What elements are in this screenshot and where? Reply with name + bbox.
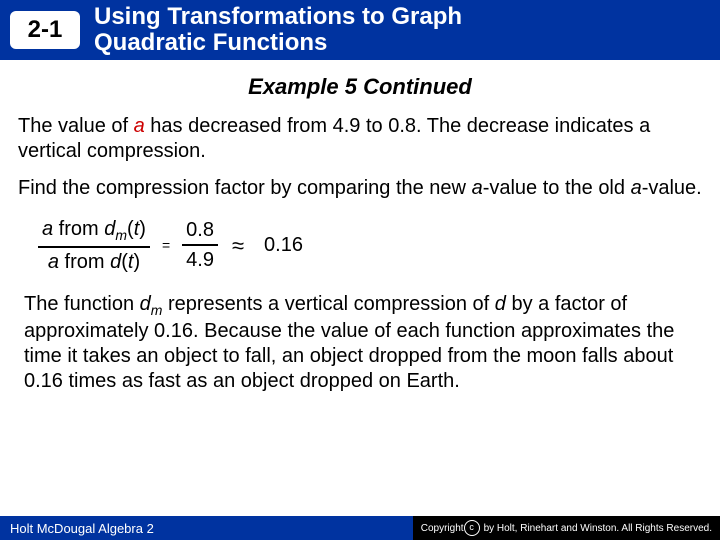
p2-mid: -value to the old	[483, 177, 631, 199]
rb-a: a	[48, 251, 59, 273]
copyright-icon: c	[464, 520, 480, 536]
p3-d: d	[140, 293, 151, 315]
copyright-text: by Holt, Rinehart and Winston. All Right…	[484, 523, 712, 534]
chapter-title-line2: Quadratic Functions	[94, 29, 327, 56]
p2-suffix: -value.	[642, 177, 702, 199]
ratio-numeric-fraction: 0.8 4.9	[182, 218, 218, 272]
slide: 2-1 Using Transformations to Graph Quadr…	[0, 0, 720, 540]
rt-d: d	[104, 218, 115, 240]
body-content: The value of a has decreased from 4.9 to…	[0, 114, 720, 394]
rt-mid: from	[53, 218, 104, 240]
rb-mid: from	[59, 251, 110, 273]
rt-po: (	[127, 218, 134, 240]
rb-pc: )	[133, 251, 140, 273]
ratio-expression: a from dm(t) a from d(t) = 0.8 4.9 ≈ 0.1…	[38, 217, 702, 274]
p3-d2: d	[495, 293, 506, 315]
example-title: Example 5 Continued	[0, 74, 720, 100]
rt-pc: )	[139, 218, 146, 240]
p1-a-variable: a	[134, 115, 145, 137]
ratio-numerator: 0.8	[182, 218, 218, 242]
rt-a: a	[42, 218, 53, 240]
p2-a2-variable: a	[631, 177, 642, 199]
footer-bar: Holt McDougal Algebra 2 Copyright c by Ho…	[0, 516, 720, 540]
equals-sign: =	[162, 237, 170, 255]
section-number: 2-1	[28, 16, 63, 44]
p1-prefix: The value of	[18, 115, 134, 137]
approx-sign: ≈	[232, 232, 244, 260]
copyright-box: Copyright c by Holt, Rinehart and Winston…	[413, 516, 720, 540]
section-number-box: 2-1	[10, 11, 80, 49]
ratio-numeric-bar	[182, 244, 218, 246]
paragraph-1: The value of a has decreased from 4.9 to…	[18, 114, 702, 164]
paragraph-2: Find the compression factor by comparing…	[18, 176, 702, 201]
p3-sub: m	[151, 302, 163, 318]
rt-sub: m	[115, 227, 127, 243]
rb-d: d	[110, 251, 121, 273]
p3-p1: The function	[24, 293, 140, 315]
chapter-title: Using Transformations to Graph Quadratic…	[94, 4, 462, 57]
chapter-title-line1: Using Transformations to Graph	[94, 3, 462, 30]
chapter-header: 2-1 Using Transformations to Graph Quadr…	[0, 0, 720, 60]
ratio-left-bot: a from d(t)	[44, 250, 144, 274]
ratio-left-fraction: a from dm(t) a from d(t)	[38, 217, 150, 274]
book-title: Holt McDougal Algebra 2	[10, 521, 154, 536]
ratio-left-top: a from dm(t)	[38, 217, 150, 244]
ratio-denominator: 4.9	[182, 248, 218, 272]
rb-po: (	[121, 251, 128, 273]
ratio-left-bar	[38, 246, 150, 248]
paragraph-3: The function dm represents a vertical co…	[18, 292, 702, 395]
p3-p2: represents a vertical compression of	[162, 293, 494, 315]
copyright-prefix: Copyright	[421, 523, 464, 534]
ratio-result: 0.16	[264, 233, 303, 258]
p2-a1-variable: a	[472, 177, 483, 199]
p2-prefix: Find the compression factor by comparing…	[18, 177, 472, 199]
